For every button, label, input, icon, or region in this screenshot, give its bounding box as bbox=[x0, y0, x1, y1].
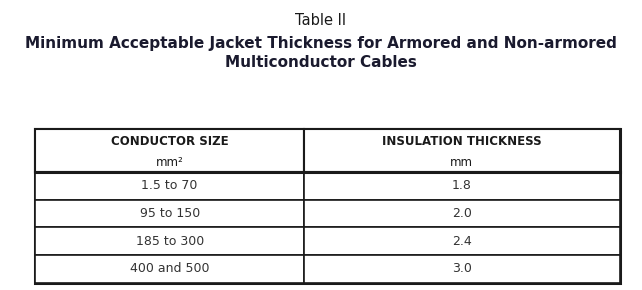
Text: 185 to 300: 185 to 300 bbox=[135, 235, 204, 248]
Bar bbox=[304, 172, 620, 200]
Text: 2.4: 2.4 bbox=[452, 235, 472, 248]
Bar bbox=[35, 255, 304, 283]
Bar bbox=[304, 227, 620, 255]
Text: 95 to 150: 95 to 150 bbox=[139, 207, 200, 220]
Text: INSULATION THICKNESS: INSULATION THICKNESS bbox=[382, 135, 542, 148]
Text: 1.5 to 70: 1.5 to 70 bbox=[141, 180, 198, 193]
Bar bbox=[35, 172, 304, 200]
Text: 400 and 500: 400 and 500 bbox=[130, 262, 209, 275]
Bar bbox=[35, 227, 304, 255]
Text: mm²: mm² bbox=[156, 156, 184, 169]
Text: Table II: Table II bbox=[295, 13, 347, 28]
Bar bbox=[304, 200, 620, 227]
Text: CONDUCTOR SIZE: CONDUCTOR SIZE bbox=[111, 135, 229, 148]
Text: 2.0: 2.0 bbox=[452, 207, 472, 220]
Text: mm: mm bbox=[450, 156, 473, 169]
Text: Minimum Acceptable Jacket Thickness for Armored and Non-armored
Multiconductor C: Minimum Acceptable Jacket Thickness for … bbox=[25, 36, 617, 70]
Text: 3.0: 3.0 bbox=[452, 262, 472, 275]
Bar bbox=[35, 129, 620, 283]
Bar bbox=[35, 129, 304, 172]
Bar bbox=[35, 200, 304, 227]
Bar bbox=[304, 129, 620, 172]
Text: 1.8: 1.8 bbox=[452, 180, 472, 193]
Bar bbox=[304, 255, 620, 283]
